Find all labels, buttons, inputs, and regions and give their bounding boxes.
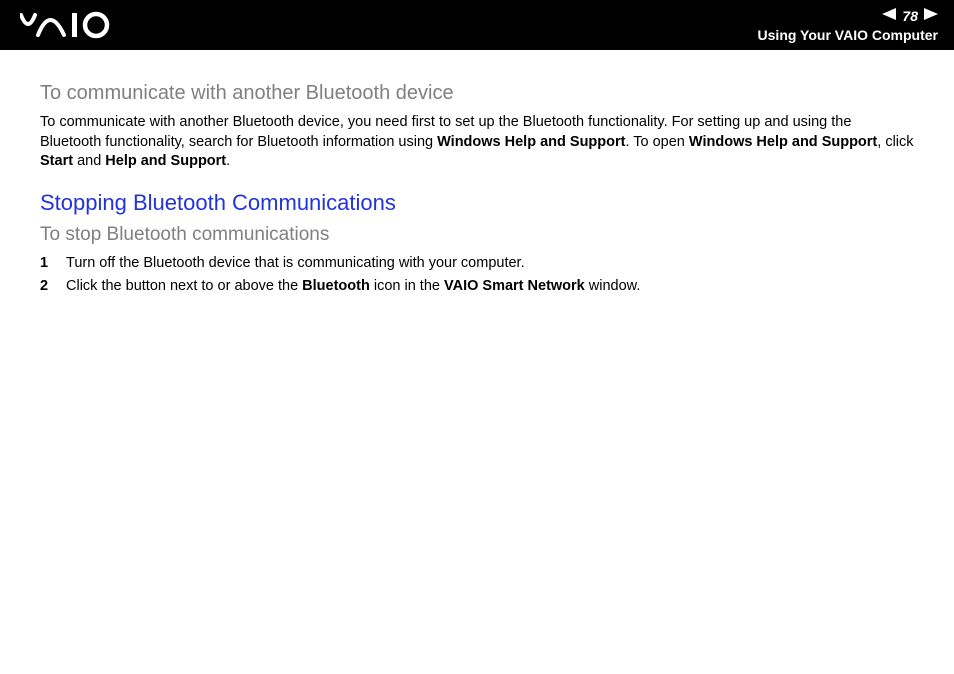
para-bold: Start bbox=[40, 153, 73, 169]
heading-communicate: To communicate with another Bluetooth de… bbox=[40, 82, 914, 105]
step-number: 1 bbox=[40, 252, 52, 275]
para-text: , click bbox=[877, 134, 913, 150]
para-bold: Windows Help and Support bbox=[437, 134, 625, 150]
step-text-part: Click the button next to or above the bbox=[66, 278, 302, 294]
next-page-arrow-icon[interactable] bbox=[924, 7, 938, 25]
steps-list: 1 Turn off the Bluetooth device that is … bbox=[40, 252, 914, 298]
list-item: 1 Turn off the Bluetooth device that is … bbox=[40, 252, 914, 275]
prev-page-arrow-icon[interactable] bbox=[882, 7, 896, 25]
para-text: and bbox=[73, 153, 105, 169]
heading-stopping: Stopping Bluetooth Communications bbox=[40, 190, 914, 216]
vaio-logo bbox=[20, 11, 140, 39]
vaio-logo-svg bbox=[20, 11, 140, 39]
header-bar: 78 Using Your VAIO Computer bbox=[0, 0, 954, 50]
header-right: 78 Using Your VAIO Computer bbox=[758, 7, 938, 43]
step-text: Turn off the Bluetooth device that is co… bbox=[66, 252, 525, 275]
para-text: . bbox=[226, 153, 230, 169]
para-text: . To open bbox=[625, 134, 688, 150]
section-label: Using Your VAIO Computer bbox=[758, 27, 938, 43]
list-item: 2 Click the button next to or above the … bbox=[40, 275, 914, 298]
document-page: 78 Using Your VAIO Computer To communica… bbox=[0, 0, 954, 674]
page-nav: 78 bbox=[882, 7, 938, 25]
para-bold: Help and Support bbox=[105, 153, 226, 169]
step-number: 2 bbox=[40, 275, 52, 298]
step-bold: Bluetooth bbox=[302, 278, 370, 294]
step-bold: VAIO Smart Network bbox=[444, 278, 585, 294]
content-area: To communicate with another Bluetooth de… bbox=[0, 50, 954, 298]
step-text-part: icon in the bbox=[370, 278, 444, 294]
para-bold: Windows Help and Support bbox=[689, 134, 877, 150]
step-text: Click the button next to or above the Bl… bbox=[66, 275, 640, 298]
page-number: 78 bbox=[902, 8, 918, 24]
step-text-part: window. bbox=[585, 278, 641, 294]
paragraph-communicate: To communicate with another Bluetooth de… bbox=[40, 113, 914, 172]
heading-to-stop: To stop Bluetooth communications bbox=[40, 224, 914, 246]
